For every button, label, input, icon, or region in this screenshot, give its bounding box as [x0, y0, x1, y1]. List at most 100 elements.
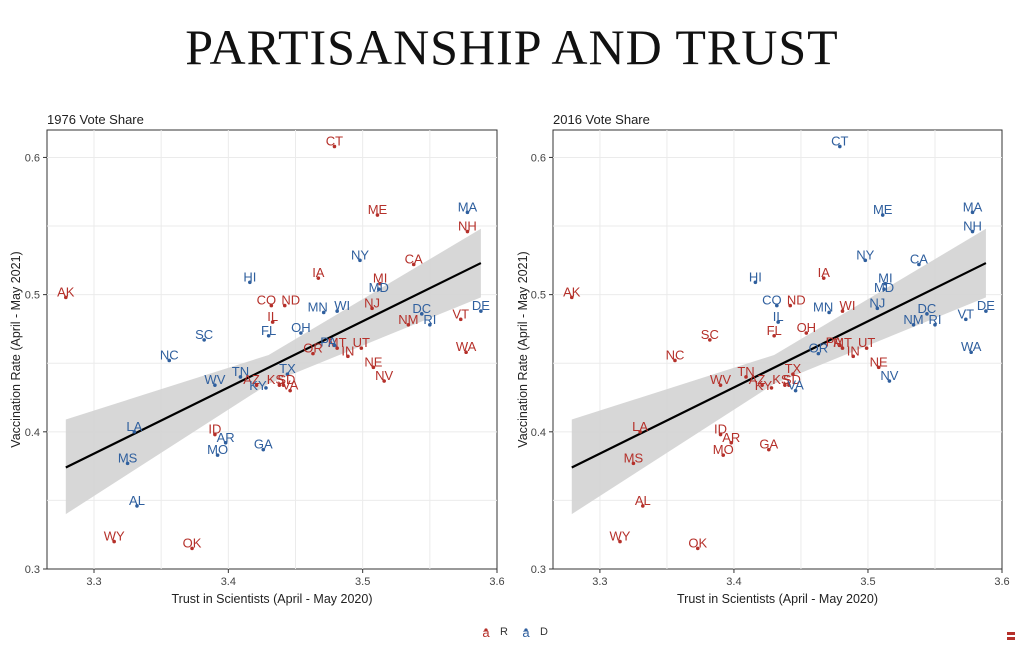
point-label: MD	[369, 280, 389, 295]
point-label: TX	[785, 361, 802, 376]
point-label: FL	[261, 323, 276, 338]
point-label: WI	[840, 298, 856, 313]
data-point	[718, 432, 723, 437]
data-point	[838, 144, 842, 149]
y-tick-label: 0.6	[531, 152, 546, 164]
point-label: IL	[773, 309, 784, 324]
data-point	[695, 546, 700, 551]
point-label: IL	[267, 309, 278, 324]
data-point	[863, 258, 868, 263]
point-label: DC	[918, 301, 937, 316]
point-label: PA	[320, 334, 337, 349]
slide-title: PARTISANSHIP AND TRUST	[185, 19, 839, 75]
point-label: AR	[722, 430, 740, 445]
data-point	[804, 331, 809, 335]
point-label: CT	[326, 133, 343, 148]
point-label: HI	[749, 269, 762, 284]
data-point	[776, 320, 780, 324]
x-tick-label: 3.3	[86, 576, 101, 588]
point-label: WY	[610, 529, 631, 544]
point-label: TN	[232, 364, 249, 379]
data-point	[299, 331, 303, 335]
confidence-ribbon	[571, 228, 986, 515]
point-label: NJ	[869, 295, 885, 310]
y-tick-label: 0.5	[25, 290, 40, 302]
data-point	[970, 229, 975, 234]
y-axis-title: Vaccination Rate (April - May 2021)	[9, 251, 23, 447]
point-label: IN	[847, 343, 860, 358]
point-label: ID	[208, 422, 221, 437]
point-label: UT	[858, 335, 875, 350]
point-label: AR	[217, 430, 235, 445]
data-point	[766, 447, 771, 452]
legend-key-R: a	[482, 625, 490, 640]
point-label: NE	[870, 354, 888, 369]
point-label: VT	[957, 306, 974, 321]
point-label: GA	[254, 437, 273, 452]
data-point	[673, 358, 677, 363]
point-label: WI	[334, 298, 350, 313]
point-label: NV	[880, 368, 898, 383]
point-label: SC	[195, 327, 213, 342]
point-label: SD	[783, 372, 801, 387]
data-point	[783, 383, 787, 387]
point-label: AL	[635, 493, 651, 508]
point-label: WV	[204, 372, 225, 387]
data-point	[311, 351, 315, 356]
point-label: CO	[257, 293, 277, 308]
x-tick-label: 3.4	[221, 576, 236, 588]
data-point	[112, 539, 116, 544]
y-tick-label: 0.5	[531, 290, 546, 302]
data-point	[419, 312, 424, 316]
point-label: NJ	[364, 295, 380, 310]
data-point	[238, 375, 243, 379]
point-label: MT	[328, 335, 347, 350]
corner-logo-icon	[1007, 632, 1015, 640]
data-point	[708, 338, 712, 342]
data-point	[215, 453, 220, 457]
point-label: FL	[767, 323, 782, 338]
legend-point	[524, 628, 528, 632]
point-label: IA	[818, 265, 831, 280]
data-point	[787, 383, 791, 387]
data-point	[933, 323, 937, 327]
data-point	[277, 383, 282, 387]
data-point	[378, 281, 382, 286]
data-point	[335, 346, 339, 350]
data-point	[970, 210, 975, 215]
data-point	[428, 323, 432, 327]
point-label: LA	[126, 419, 142, 434]
data-point	[282, 303, 287, 308]
data-point	[753, 280, 758, 285]
point-label: GA	[759, 437, 778, 452]
x-tick-label: 3.6	[994, 576, 1009, 588]
x-tick-label: 3.5	[860, 576, 875, 588]
data-point	[791, 372, 795, 376]
data-point	[270, 320, 275, 324]
point-label: WV	[710, 372, 731, 387]
data-point	[382, 379, 386, 383]
point-label: MI	[878, 271, 892, 286]
point-label: NE	[364, 354, 382, 369]
data-point	[618, 539, 622, 544]
legend-label-R: R	[500, 626, 508, 638]
data-point	[816, 351, 821, 356]
point-label: MD	[874, 280, 894, 295]
data-point	[984, 309, 988, 313]
point-label: UT	[353, 335, 370, 350]
data-point	[264, 386, 268, 390]
point-label: NH	[458, 219, 477, 234]
data-point	[827, 310, 831, 315]
panel-title: 1976 Vote Share	[47, 112, 144, 127]
y-tick-label: 0.3	[531, 564, 546, 576]
point-label: CA	[405, 251, 423, 266]
point-label: ME	[368, 202, 388, 217]
legend-label-D: D	[540, 626, 548, 638]
data-point	[316, 276, 321, 280]
point-label: OH	[797, 320, 817, 335]
data-point	[248, 280, 252, 285]
point-label: SC	[701, 327, 719, 342]
point-label: AK	[563, 284, 581, 299]
data-point	[721, 453, 726, 457]
y-tick-label: 0.4	[531, 427, 546, 439]
